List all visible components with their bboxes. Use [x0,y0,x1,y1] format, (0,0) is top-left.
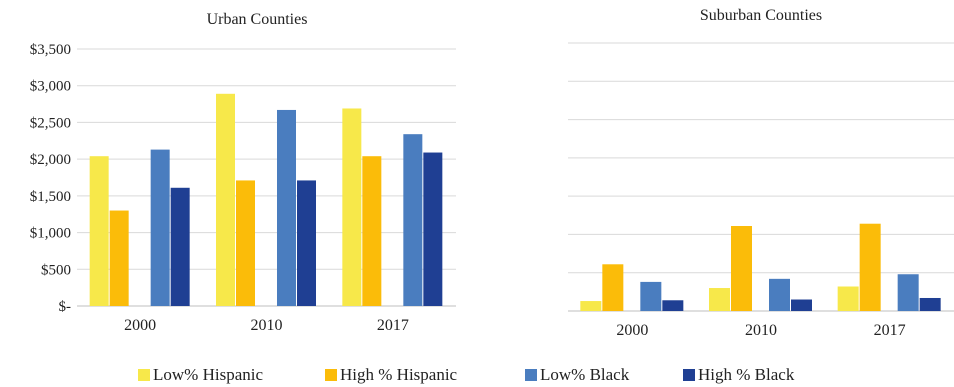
suburban-x-tick-label: 2010 [745,322,777,339]
urban-bar-high-pct-black-2017 [423,152,443,306]
suburban-bar-lowpct-black-2010 [769,278,790,311]
urban-bars [89,93,443,307]
urban-counties-chart: Urban Counties $-$500$1,000$1,500$2,000$… [30,11,456,334]
urban-y-tick-label: $- [59,299,72,315]
legend-item-low-black: Low% Black [525,364,629,386]
urban-y-tick-label: $500 [41,262,71,278]
suburban-bar-lowpct-hispanic-2017 [837,286,859,311]
urban-gridlines [77,48,456,307]
suburban-x-tick-label: 2000 [616,322,648,339]
legend-item-low-hispanic: Low% Hispanic [138,364,263,386]
legend-label-high-hispanic: High % Hispanic [340,365,458,384]
urban-y-axis-ticks: $- $500 $1,000 $1,500 $2,000 $2,500 $3,000 $3,5… [30,42,71,315]
legend-swatch-low-hispanic [138,369,150,381]
urban-y-tick-label: $3,500 [30,42,71,58]
urban-y-tick-label: $1,500 [30,189,71,205]
suburban-bar-high-pct-black-2000 [662,300,684,311]
suburban-bar-high-pct-hispanic-2017 [859,223,881,311]
suburban-x-axis-ticks: 2000 2010 2017 [616,322,905,339]
urban-bar-lowpct-black-2017 [403,134,423,306]
legend-item-high-black: High % Black [683,364,794,386]
urban-bar-high-pct-hispanic-2000 [109,210,129,306]
suburban-bar-lowpct-black-2000 [640,281,662,311]
urban-x-tick-label: 2017 [377,317,409,334]
chart-legend: Low% Hispanic High % Hispanic Low% Black… [0,364,954,386]
legend-label-low-black: Low% Black [540,365,630,384]
urban-bar-lowpct-hispanic-2010 [216,93,235,306]
urban-y-tick-label: $1,000 [30,226,71,242]
urban-bar-high-pct-black-2010 [297,180,316,306]
urban-y-tick-label: $2,000 [30,152,71,168]
legend-swatch-high-hispanic [325,369,337,381]
suburban-bars [580,223,941,311]
urban-bar-high-pct-hispanic-2010 [236,180,255,306]
suburban-x-tick-label: 2017 [874,322,906,339]
urban-bar-lowpct-black-2010 [277,109,296,307]
legend-label-low-hispanic: Low% Hispanic [153,365,264,384]
legend-label-high-black: High % Black [698,365,795,384]
suburban-bar-high-pct-black-2017 [919,297,941,311]
urban-x-tick-label: 2010 [251,317,283,334]
urban-y-tick-label: $3,000 [30,79,71,95]
suburban-counties-chart: Suburban Counties 2000 2010 2017 [568,7,954,339]
urban-y-tick-label: $2,500 [30,115,71,131]
urban-bar-high-pct-hispanic-2017 [362,156,382,306]
legend-swatch-low-black [525,369,537,381]
suburban-bar-high-pct-hispanic-2010 [731,226,752,311]
suburban-bar-lowpct-hispanic-2000 [580,301,602,311]
suburban-chart-title: Suburban Counties [700,7,822,24]
legend-item-high-hispanic: High % Hispanic [325,364,457,386]
suburban-bar-high-pct-hispanic-2000 [602,264,624,311]
suburban-bar-high-pct-black-2010 [791,299,812,311]
urban-bar-high-pct-black-2000 [170,187,190,306]
urban-x-tick-label: 2000 [124,317,156,334]
legend-swatch-high-black [683,369,695,381]
urban-chart-title: Urban Counties [207,11,308,28]
suburban-bar-lowpct-black-2017 [897,274,919,311]
charts-canvas: Urban Counties $-$500$1,000$1,500$2,000$… [30,7,954,339]
suburban-gridlines [568,42,954,312]
suburban-bar-lowpct-hispanic-2010 [709,288,730,311]
urban-x-axis-ticks: 2000 2010 2017 [124,317,409,334]
urban-bar-lowpct-hispanic-2000 [89,156,109,306]
urban-bar-lowpct-hispanic-2017 [342,108,362,306]
urban-bar-lowpct-black-2000 [150,149,170,306]
